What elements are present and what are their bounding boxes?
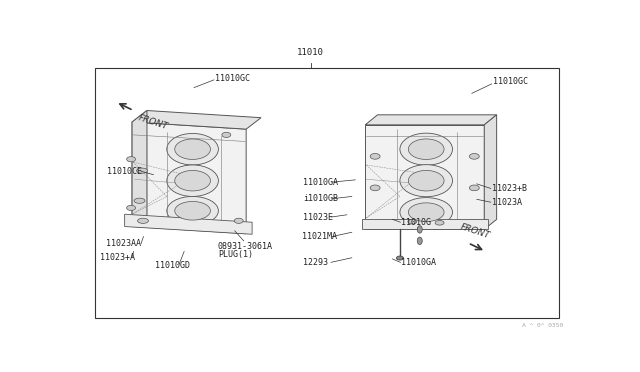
- Ellipse shape: [417, 237, 422, 244]
- Text: 11010: 11010: [297, 48, 324, 57]
- Ellipse shape: [370, 185, 380, 191]
- Ellipse shape: [417, 226, 422, 233]
- Text: 12293: 12293: [303, 258, 328, 267]
- Text: 11010GD: 11010GD: [156, 261, 190, 270]
- Text: PLUG(1): PLUG(1): [218, 250, 253, 259]
- Ellipse shape: [234, 218, 243, 223]
- Text: 11023+A: 11023+A: [100, 253, 135, 262]
- Ellipse shape: [127, 157, 136, 162]
- Ellipse shape: [167, 134, 218, 165]
- Text: 11023+B: 11023+B: [492, 184, 527, 193]
- Ellipse shape: [408, 219, 417, 224]
- Ellipse shape: [408, 203, 444, 222]
- Text: 11010GC: 11010GC: [215, 74, 250, 83]
- Polygon shape: [132, 110, 261, 129]
- Polygon shape: [484, 115, 497, 230]
- Text: A ^ 0^ 0350: A ^ 0^ 0350: [522, 323, 564, 328]
- Text: 11010CE: 11010CE: [108, 167, 142, 176]
- Ellipse shape: [175, 202, 211, 220]
- Ellipse shape: [134, 198, 145, 203]
- Text: 11021MA: 11021MA: [302, 232, 337, 241]
- Text: 11023AA: 11023AA: [106, 239, 141, 248]
- Ellipse shape: [222, 132, 231, 137]
- Text: 11010G: 11010G: [401, 218, 431, 227]
- Ellipse shape: [175, 170, 211, 191]
- Ellipse shape: [435, 221, 444, 225]
- Ellipse shape: [396, 256, 403, 260]
- Bar: [95, 68, 559, 318]
- Ellipse shape: [127, 205, 136, 211]
- Ellipse shape: [469, 185, 479, 191]
- Polygon shape: [362, 219, 488, 230]
- Ellipse shape: [370, 154, 380, 159]
- Ellipse shape: [167, 165, 218, 196]
- Polygon shape: [365, 115, 497, 125]
- Ellipse shape: [136, 168, 147, 173]
- Text: i1010GB: i1010GB: [303, 194, 338, 203]
- Text: FRONT: FRONT: [459, 223, 491, 241]
- Polygon shape: [125, 214, 252, 234]
- Ellipse shape: [138, 218, 148, 223]
- Polygon shape: [365, 125, 484, 230]
- Text: 11010GA: 11010GA: [401, 259, 436, 267]
- Ellipse shape: [167, 196, 218, 225]
- Text: FRONT: FRONT: [137, 113, 169, 131]
- Ellipse shape: [175, 139, 211, 160]
- Polygon shape: [132, 110, 147, 227]
- Text: 08931-3061A: 08931-3061A: [218, 242, 273, 251]
- Text: 11023A: 11023A: [492, 198, 522, 207]
- Ellipse shape: [400, 198, 452, 227]
- Ellipse shape: [400, 133, 452, 165]
- Polygon shape: [132, 122, 246, 234]
- Ellipse shape: [408, 139, 444, 160]
- Ellipse shape: [400, 165, 452, 197]
- Text: 11010GA: 11010GA: [303, 178, 338, 187]
- Text: 11010GC: 11010GC: [493, 77, 527, 86]
- Ellipse shape: [469, 154, 479, 159]
- Text: 11023E: 11023E: [303, 212, 333, 222]
- Ellipse shape: [408, 170, 444, 191]
